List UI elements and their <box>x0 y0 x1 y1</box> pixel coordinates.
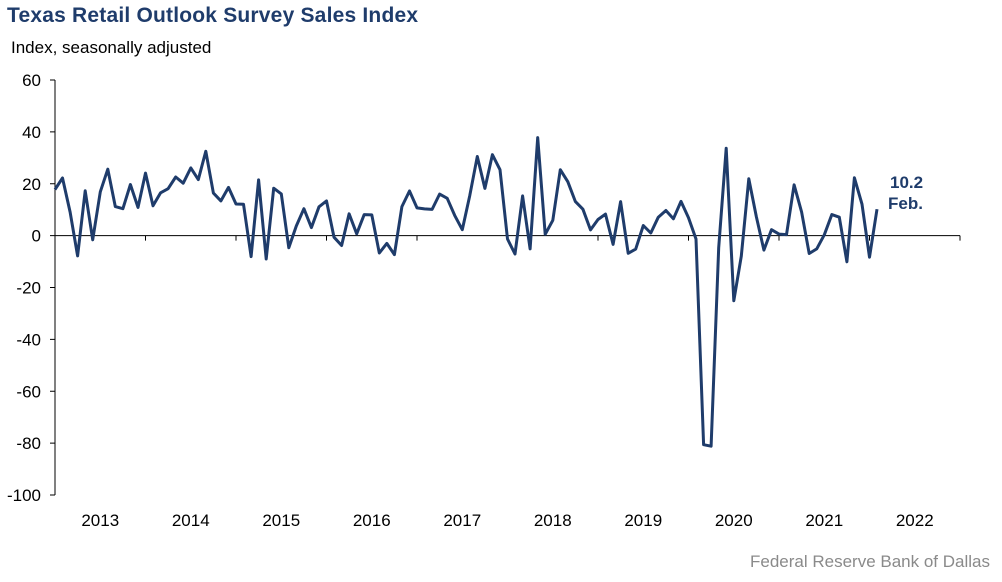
chart-title: Texas Retail Outlook Survey Sales Index <box>7 4 419 27</box>
series-layer <box>53 136 879 448</box>
x-tick-label: 2021 <box>805 511 843 530</box>
x-tick-label: 2019 <box>624 511 662 530</box>
y-tick-label: -100 <box>7 486 41 505</box>
y-tick-label: -80 <box>16 434 41 453</box>
chart-subtitle: Index, seasonally adjusted <box>11 38 212 57</box>
x-tick-label: 2015 <box>262 511 300 530</box>
y-tick-label: 60 <box>22 71 41 90</box>
x-tick-label: 2014 <box>172 511 210 530</box>
y-tick-label: 20 <box>22 175 41 194</box>
last-month-label: Feb. <box>888 194 923 213</box>
y-axis: 60 40 20 0 -20 -40 -60 -80 -100 <box>7 71 56 505</box>
x-axis: 2013 2014 2015 2016 2017 2018 2019 2020 2021 2022 <box>54 235 961 530</box>
x-tick-label: 2013 <box>81 511 119 530</box>
x-tick-label: 2022 <box>896 511 934 530</box>
last-value-label: 10.2 <box>890 173 923 192</box>
y-tick-label: -20 <box>16 279 41 298</box>
series-line <box>53 136 879 448</box>
x-tick-label: 2020 <box>715 511 753 530</box>
y-tick-label: -40 <box>16 330 41 349</box>
y-tick-label: -60 <box>16 382 41 401</box>
x-tick-label: 2016 <box>353 511 391 530</box>
x-tick-label: 2017 <box>443 511 481 530</box>
source-note: Federal Reserve Bank of Dallas <box>749 552 990 571</box>
y-tick-label: 0 <box>32 227 41 246</box>
y-tick-label: 40 <box>22 123 41 142</box>
x-tick-label: 2018 <box>534 511 572 530</box>
